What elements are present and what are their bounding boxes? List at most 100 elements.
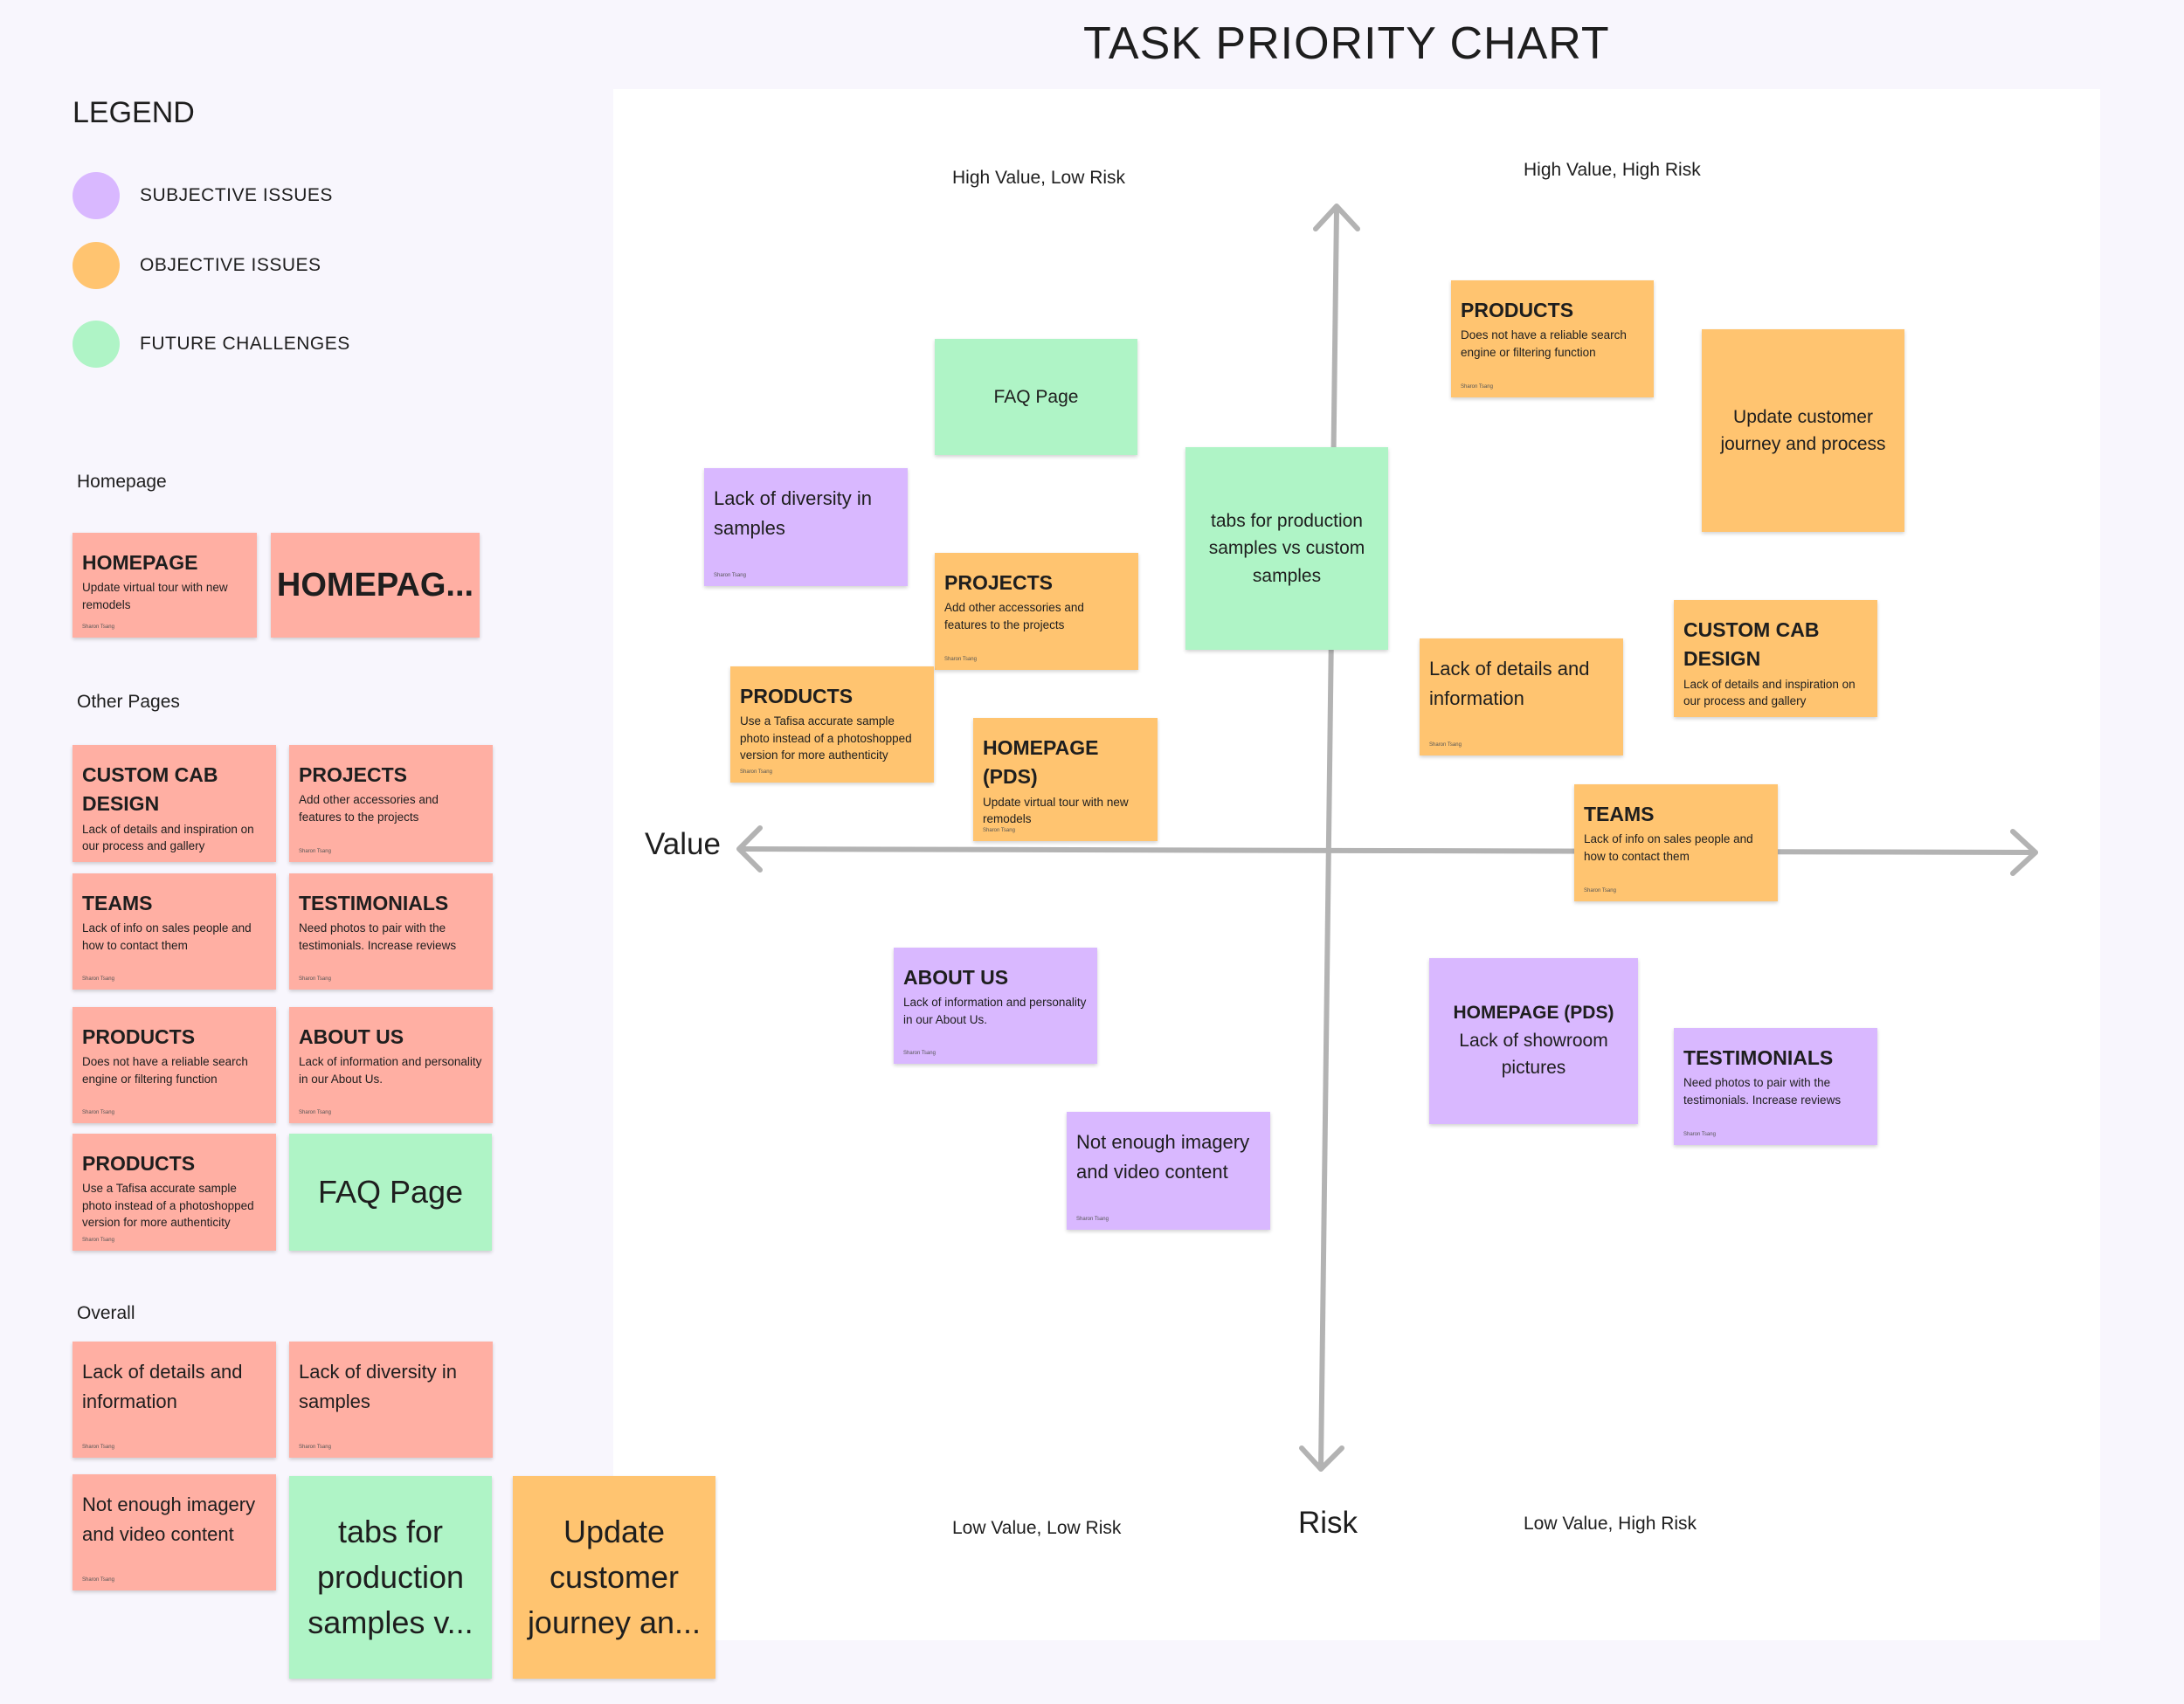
chart-note-about-us[interactable]: ABOUT US Lack of information and persona… bbox=[894, 948, 1097, 1064]
note-author: Sharon Tsang bbox=[299, 849, 331, 854]
chart-note-homepage-pds-update[interactable]: HOMEPAGE (PDS) Update virtual tour with … bbox=[973, 718, 1158, 841]
x-axis-label: Value bbox=[645, 827, 721, 861]
note-author: Sharon Tsang bbox=[299, 1110, 331, 1115]
note-body: tabs for production samples vs custom sa… bbox=[1208, 510, 1365, 586]
sticky-note-teams[interactable]: TEAMS Lack of info on sales people and h… bbox=[73, 873, 276, 990]
sticky-note-faq[interactable]: FAQ Page bbox=[289, 1134, 492, 1251]
legend-label: OBJECTIVE ISSUES bbox=[140, 255, 321, 275]
note-body: Lack of diversity in samples bbox=[714, 487, 872, 540]
chart-note-lack-diversity[interactable]: Lack of diversity in samples Sharon Tsan… bbox=[704, 468, 908, 586]
note-author: Sharon Tsang bbox=[299, 1445, 331, 1450]
note-description: Update virtual tour with new remodels bbox=[82, 581, 228, 611]
value-axis-arrow-left bbox=[736, 825, 763, 873]
note-author: Sharon Tsang bbox=[82, 1238, 114, 1243]
sticky-note-tabs-production[interactable]: tabs for production samples v... bbox=[289, 1476, 492, 1679]
note-title: PRODUCTS bbox=[1461, 299, 1574, 321]
note-title: TEAMS bbox=[1584, 803, 1655, 825]
note-body: FAQ Page bbox=[317, 1173, 464, 1210]
note-author: Sharon Tsang bbox=[1683, 1132, 1716, 1137]
legend-dot-green bbox=[73, 321, 120, 368]
note-body: tabs for production samples v... bbox=[308, 1513, 473, 1641]
note-author: Sharon Tsang bbox=[944, 657, 977, 662]
note-author: Sharon Tsang bbox=[1584, 888, 1616, 893]
chart-note-not-enough-imagery[interactable]: Not enough imagery and video content Sha… bbox=[1067, 1112, 1270, 1230]
note-title: PRODUCTS bbox=[82, 1025, 196, 1048]
sticky-note-products-search[interactable]: PRODUCTS Does not have a reliable search… bbox=[73, 1007, 276, 1123]
chart-note-custom-cab[interactable]: CUSTOM CAB DESIGN Lack of details and in… bbox=[1674, 600, 1877, 717]
note-title: HOMEPAGE (PDS) bbox=[983, 736, 1099, 789]
note-author: Sharon Tsang bbox=[1076, 1217, 1109, 1222]
note-author: Sharon Tsang bbox=[983, 828, 1015, 833]
note-author: Sharon Tsang bbox=[82, 1110, 114, 1115]
note-author: Sharon Tsang bbox=[1461, 384, 1493, 390]
legend-label: SUBJECTIVE ISSUES bbox=[140, 185, 333, 205]
note-body: Update customer journey and process bbox=[1720, 406, 1886, 455]
note-description: Need photos to pair with the testimonial… bbox=[299, 921, 457, 952]
legend-label: FUTURE CHALLENGES bbox=[140, 334, 350, 354]
note-description: Lack of information and personality in o… bbox=[299, 1055, 482, 1086]
note-author: Sharon Tsang bbox=[82, 1445, 114, 1450]
note-description: Lack of info on sales people and how to … bbox=[1584, 832, 1753, 863]
note-author: Sharon Tsang bbox=[299, 976, 331, 982]
note-title: HOMEPAGE bbox=[82, 551, 198, 574]
chart-note-homepage-pds-showroom[interactable]: HOMEPAGE (PDS) Lack of showroom pictures bbox=[1429, 958, 1638, 1124]
note-description: Update virtual tour with new remodels bbox=[983, 795, 1129, 826]
note-body: HOMEPAG... bbox=[276, 566, 474, 604]
note-title: HOMEPAGE (PDS) bbox=[1453, 1003, 1614, 1024]
quadrant-label-bottom-right: Low Value, High Risk bbox=[1524, 1514, 1697, 1534]
note-author: Sharon Tsang bbox=[714, 573, 746, 578]
sticky-note-testimonials[interactable]: TESTIMONIALS Need photos to pair with th… bbox=[289, 873, 493, 990]
legend-dot-orange bbox=[73, 242, 120, 289]
note-title: ABOUT US bbox=[299, 1025, 404, 1048]
note-body: Lack of details and information bbox=[82, 1361, 243, 1413]
sticky-note-lack-diversity[interactable]: Lack of diversity in samples Sharon Tsan… bbox=[289, 1342, 493, 1458]
note-author: Sharon Tsang bbox=[82, 1577, 114, 1583]
note-body: FAQ Page bbox=[993, 386, 1079, 407]
section-label-homepage: Homepage bbox=[77, 472, 167, 492]
sticky-note-projects[interactable]: PROJECTS Add other accessories and featu… bbox=[289, 745, 493, 862]
note-title: PROJECTS bbox=[944, 571, 1053, 594]
note-body: Lack of details and information bbox=[1429, 658, 1590, 710]
sticky-note-not-enough-imagery[interactable]: Not enough imagery and video content Sha… bbox=[73, 1474, 276, 1590]
chart-note-testimonials[interactable]: TESTIMONIALS Need photos to pair with th… bbox=[1674, 1028, 1877, 1145]
note-author: Sharon Tsang bbox=[903, 1051, 936, 1056]
note-title: PRODUCTS bbox=[740, 685, 854, 707]
note-title: PRODUCTS bbox=[82, 1152, 196, 1175]
legend-title: LEGEND bbox=[73, 96, 195, 129]
note-description: Lack of information and personality in o… bbox=[903, 996, 1087, 1026]
note-body: Lack of showroom pictures bbox=[1459, 1030, 1608, 1079]
quadrant-label-top-left: High Value, Low Risk bbox=[952, 168, 1126, 188]
chart-note-faq[interactable]: FAQ Page bbox=[935, 339, 1137, 455]
chart-note-lack-details[interactable]: Lack of details and information Sharon T… bbox=[1420, 638, 1623, 755]
note-title: TEAMS bbox=[82, 892, 153, 914]
sticky-note-homepage-big[interactable]: HOMEPAG... bbox=[271, 533, 480, 638]
sticky-note-lack-details[interactable]: Lack of details and information Sharon T… bbox=[73, 1342, 276, 1458]
sticky-note-update-journey[interactable]: Update customer journey an... bbox=[513, 1476, 715, 1679]
note-description: Use a Tafisa accurate sample photo inste… bbox=[740, 714, 912, 762]
note-body: Update customer journey an... bbox=[527, 1513, 702, 1641]
sticky-note-about-us[interactable]: ABOUT US Lack of information and persona… bbox=[289, 1007, 493, 1123]
note-description: Lack of info on sales people and how to … bbox=[82, 921, 252, 952]
chart-note-teams[interactable]: TEAMS Lack of info on sales people and h… bbox=[1574, 784, 1778, 901]
chart-note-tabs-production[interactable]: tabs for production samples vs custom sa… bbox=[1185, 447, 1388, 650]
note-title: CUSTOM CAB DESIGN bbox=[1683, 618, 1820, 671]
sticky-note-homepage-update[interactable]: HOMEPAGE Update virtual tour with new re… bbox=[73, 533, 257, 638]
note-body: Not enough imagery and video content bbox=[1076, 1131, 1250, 1183]
legend-dot-purple bbox=[73, 172, 120, 219]
value-axis-arrow-right bbox=[2010, 829, 2038, 876]
chart-note-update-journey[interactable]: Update customer journey and process bbox=[1702, 329, 1904, 532]
note-author: Sharon Tsang bbox=[82, 624, 114, 630]
note-description: Use a Tafisa accurate sample photo inste… bbox=[82, 1182, 254, 1230]
chart-note-products-photo[interactable]: PRODUCTS Use a Tafisa accurate sample ph… bbox=[730, 666, 934, 783]
value-axis-line bbox=[738, 846, 2038, 855]
note-description: Lack of details and inspiration on our p… bbox=[82, 822, 254, 853]
sticky-note-products-photo[interactable]: PRODUCTS Use a Tafisa accurate sample ph… bbox=[73, 1134, 276, 1251]
note-description: Lack of details and inspiration on our p… bbox=[1683, 677, 1856, 708]
sticky-note-custom-cab[interactable]: CUSTOM CAB DESIGN Lack of details and in… bbox=[73, 745, 276, 862]
note-description: Need photos to pair with the testimonial… bbox=[1683, 1076, 1842, 1107]
chart-note-products-search[interactable]: PRODUCTS Does not have a reliable search… bbox=[1451, 280, 1654, 397]
chart-note-projects[interactable]: PROJECTS Add other accessories and featu… bbox=[935, 553, 1138, 670]
page-title: TASK PRIORITY CHART bbox=[1083, 18, 1610, 69]
note-description: Add other accessories and features to th… bbox=[299, 793, 439, 824]
